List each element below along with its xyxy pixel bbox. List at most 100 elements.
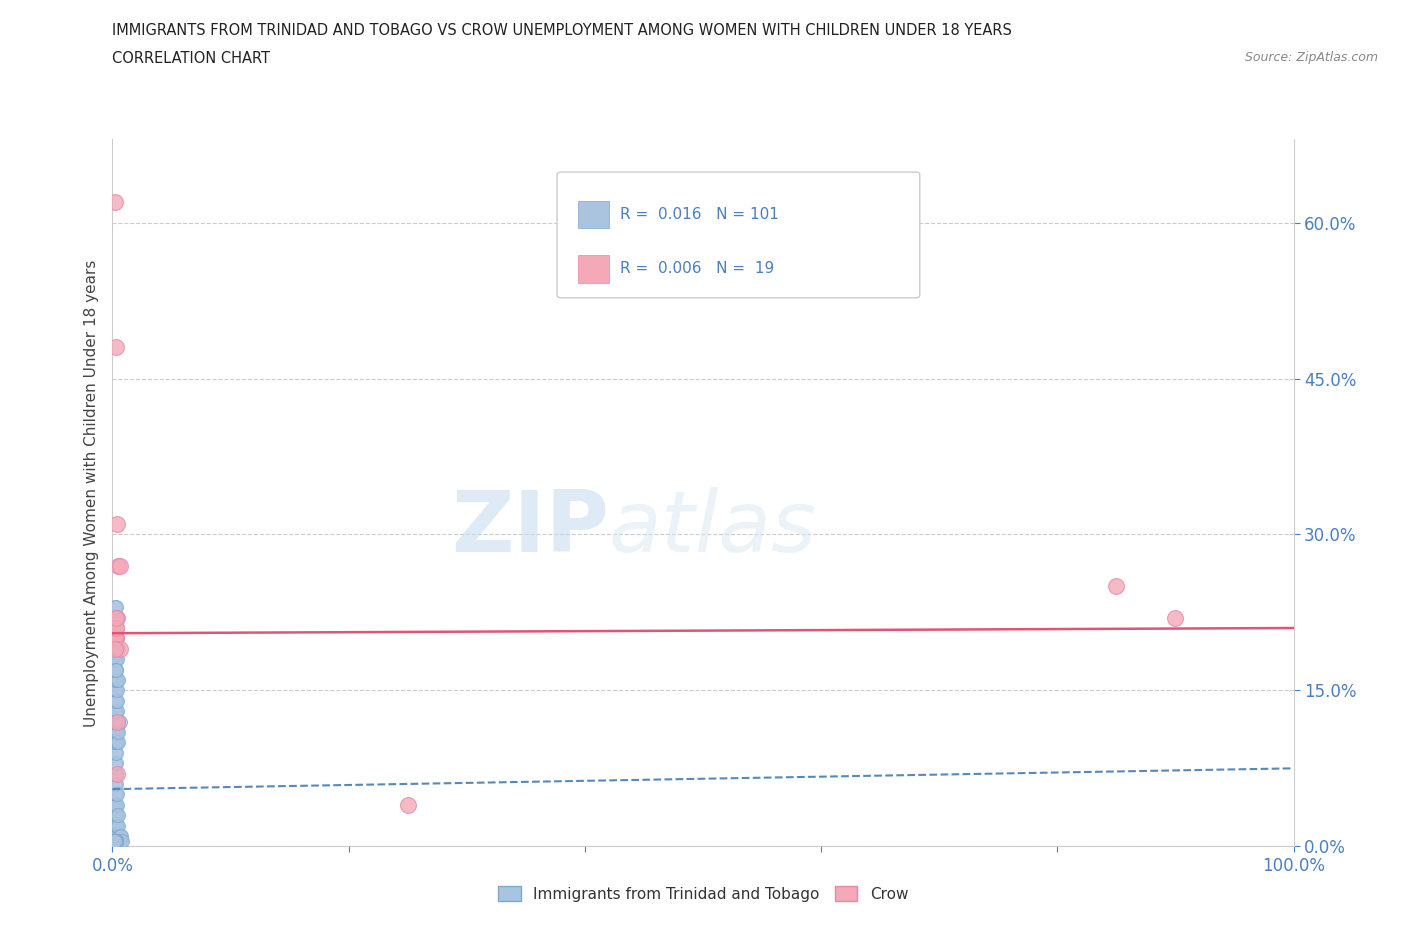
Text: CORRELATION CHART: CORRELATION CHART: [112, 51, 270, 66]
Point: [103, 833, 125, 848]
Point: [104, 833, 127, 848]
Point: [105, 662, 128, 677]
Point: [104, 642, 127, 657]
Point: [107, 672, 129, 687]
Point: [104, 620, 127, 635]
Point: [104, 631, 127, 645]
Point: [105, 833, 128, 848]
Point: [105, 797, 128, 812]
Point: [104, 662, 127, 677]
Point: [105, 652, 128, 667]
Point: [104, 807, 127, 822]
Text: ZIP: ZIP: [451, 486, 609, 570]
Point: [105, 735, 128, 750]
Point: [1164, 610, 1187, 625]
Point: [104, 797, 127, 812]
Text: Source: ZipAtlas.com: Source: ZipAtlas.com: [1244, 51, 1378, 64]
Point: [104, 724, 127, 739]
Point: [103, 797, 125, 812]
Point: [105, 600, 128, 615]
Point: [105, 704, 128, 719]
Point: [107, 558, 129, 573]
Point: [104, 714, 127, 729]
Point: [110, 829, 132, 844]
Point: [104, 704, 127, 719]
Point: [105, 833, 128, 848]
Point: [104, 833, 127, 848]
Point: [105, 714, 128, 729]
Point: [104, 194, 127, 209]
Point: [105, 610, 128, 625]
Point: [104, 829, 127, 844]
Point: [105, 620, 128, 635]
Point: [105, 807, 128, 822]
Point: [105, 818, 128, 833]
Point: [104, 756, 127, 771]
Point: [104, 631, 127, 645]
Point: [105, 714, 128, 729]
Point: [104, 610, 127, 625]
Point: [105, 833, 128, 848]
Point: [104, 833, 127, 848]
Point: [1105, 579, 1128, 594]
Point: [103, 818, 125, 833]
Point: [105, 694, 128, 709]
Point: [105, 807, 128, 822]
Point: [104, 833, 127, 848]
Point: [104, 735, 127, 750]
Point: [105, 517, 128, 532]
Point: [105, 672, 128, 687]
Point: [105, 610, 128, 625]
Point: [105, 766, 128, 781]
Point: [105, 833, 128, 848]
Point: [103, 735, 125, 750]
Point: [105, 797, 128, 812]
Point: [110, 833, 132, 848]
Point: [108, 829, 131, 844]
Point: [103, 833, 125, 848]
Point: [104, 694, 127, 709]
Y-axis label: Unemployment Among Women with Children Under 18 years: Unemployment Among Women with Children U…: [83, 259, 98, 726]
Point: [105, 642, 128, 657]
Point: [105, 714, 128, 729]
Point: [105, 787, 128, 802]
Point: [107, 829, 129, 844]
Point: [105, 724, 128, 739]
Point: [103, 724, 125, 739]
Point: [105, 777, 128, 791]
Point: [105, 683, 128, 698]
Point: [105, 652, 128, 667]
Point: [396, 797, 419, 812]
Point: [104, 672, 127, 687]
Point: [105, 642, 128, 657]
Point: [105, 756, 128, 771]
Point: [107, 724, 129, 739]
Point: [105, 610, 128, 625]
Point: [105, 704, 128, 719]
Point: [105, 683, 128, 698]
Point: [104, 745, 127, 760]
Text: IMMIGRANTS FROM TRINIDAD AND TOBAGO VS CROW UNEMPLOYMENT AMONG WOMEN WITH CHILDR: IMMIGRANTS FROM TRINIDAD AND TOBAGO VS C…: [112, 23, 1012, 38]
Point: [108, 714, 131, 729]
Point: [105, 829, 128, 844]
Point: [104, 833, 127, 848]
Point: [107, 714, 129, 729]
Point: [104, 787, 127, 802]
Point: [105, 818, 128, 833]
Point: [105, 833, 128, 848]
Point: [105, 340, 128, 355]
Point: [105, 735, 128, 750]
Point: [105, 833, 128, 848]
Point: [104, 777, 127, 791]
Point: [105, 631, 128, 645]
Point: [104, 833, 127, 848]
Point: [105, 787, 128, 802]
Point: [104, 642, 127, 657]
Point: [108, 642, 131, 657]
Point: [105, 631, 128, 645]
Point: [105, 829, 128, 844]
Point: [103, 829, 125, 844]
Point: [111, 833, 134, 848]
Point: [105, 620, 128, 635]
Point: [107, 807, 129, 822]
